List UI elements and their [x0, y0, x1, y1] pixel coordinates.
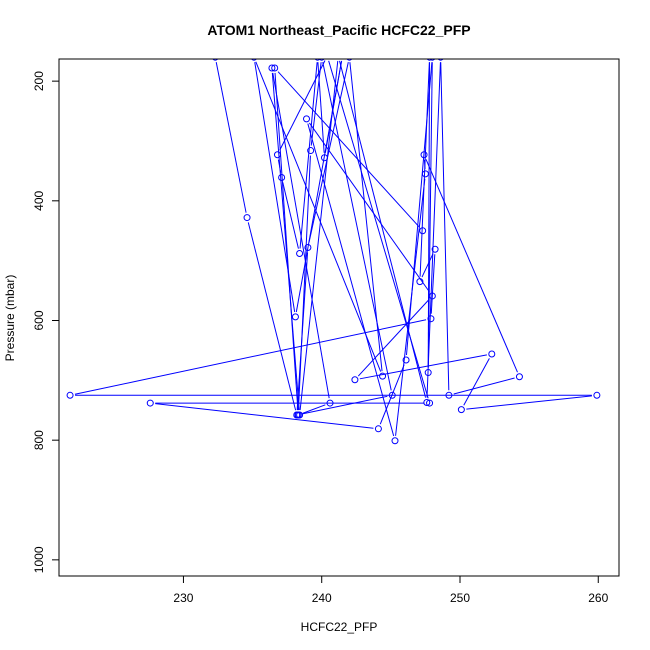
y-tick-label: 600 [32, 310, 46, 330]
data-point [388, 391, 396, 399]
series-segment [274, 72, 299, 411]
y-tick-label: 400 [32, 190, 46, 210]
x-tick-label: 240 [312, 591, 332, 605]
series-segment [215, 62, 247, 213]
y-axis: 200 400 600 800 1000 [32, 71, 59, 573]
series-segment [322, 61, 392, 391]
x-tick-label: 250 [450, 591, 470, 605]
data-point [419, 227, 427, 235]
data-point [314, 59, 321, 61]
data-point [304, 243, 312, 251]
data-point [488, 350, 496, 358]
data-point [271, 64, 279, 72]
data-point [318, 59, 325, 61]
data-point [303, 115, 311, 123]
data-point [278, 173, 286, 181]
series-segment [419, 62, 430, 277]
series-segment [379, 364, 405, 425]
data-point [426, 59, 433, 61]
series-segment [310, 62, 322, 146]
x-axis-label: HCFC22_PFP [301, 620, 378, 634]
data-point [336, 59, 341, 60]
series-segment [426, 62, 441, 398]
series-segment [247, 222, 297, 411]
data-point [268, 64, 276, 72]
y-tick-label: 800 [32, 430, 46, 450]
series-segment [308, 61, 349, 243]
series-segment [74, 319, 427, 395]
series-segment [299, 62, 318, 249]
data-point [427, 315, 435, 323]
data-point [431, 245, 439, 253]
series-segment [359, 354, 487, 380]
series-segment [297, 155, 311, 411]
series-segment [425, 159, 518, 373]
series-segment [463, 358, 490, 406]
data-point [379, 372, 387, 380]
x-axis: 230 240 250 260 [173, 576, 609, 605]
series-segment [155, 403, 374, 429]
data-point [250, 59, 257, 61]
data-point [66, 391, 74, 399]
plot-frame [58, 58, 620, 577]
y-axis-label: Pressure (mbar) [3, 275, 17, 362]
data-point [212, 59, 219, 61]
data-point [445, 391, 453, 399]
series-segment [308, 122, 430, 293]
chart-title: ATOM1 Northeast_Pacific HCFC22_PFP [207, 22, 470, 38]
data-point [429, 59, 436, 61]
series-segment [328, 60, 429, 399]
series-segment [301, 395, 388, 415]
data-point [424, 369, 432, 377]
data-point [320, 154, 328, 162]
data-point [420, 151, 428, 159]
series-segment [279, 60, 326, 151]
data-point [291, 313, 299, 321]
series-segment [277, 159, 282, 173]
x-tick-label: 260 [588, 591, 608, 605]
data-point [325, 59, 330, 60]
data-point [391, 437, 399, 445]
data-point [423, 398, 431, 406]
data-point [340, 59, 345, 60]
data-point [296, 249, 304, 257]
data-point [593, 391, 601, 399]
series-segment [271, 72, 300, 411]
data-point [426, 399, 434, 407]
data-point [457, 406, 465, 414]
data-point [421, 170, 429, 178]
data-point [515, 373, 523, 381]
data-point [374, 425, 382, 433]
series-segment [255, 61, 382, 372]
y-tick-label: 1000 [32, 546, 46, 573]
x-tick-label: 230 [173, 591, 193, 605]
series-segment [430, 254, 436, 314]
series-segment [307, 123, 395, 437]
data-point [273, 151, 281, 159]
series-segment [282, 182, 299, 249]
data-point [294, 411, 302, 419]
series-segment [466, 395, 592, 410]
series-segment [302, 404, 326, 414]
series-segment [421, 253, 434, 278]
plot-area [66, 59, 601, 445]
data-point [243, 214, 251, 222]
data-point [428, 292, 436, 300]
series-segment [357, 299, 430, 377]
series-segment [453, 377, 515, 395]
data-point [437, 59, 444, 61]
series-segment [295, 60, 343, 313]
data-point [326, 399, 334, 407]
data-point [307, 147, 315, 155]
data-point [402, 356, 410, 364]
y-tick-label: 200 [32, 71, 46, 91]
data-point [416, 278, 424, 286]
series-segment [440, 62, 450, 391]
data-point [351, 376, 359, 384]
series-segment [277, 71, 420, 228]
data-point [346, 59, 353, 61]
series-segment [405, 62, 433, 356]
data-point [146, 399, 154, 407]
